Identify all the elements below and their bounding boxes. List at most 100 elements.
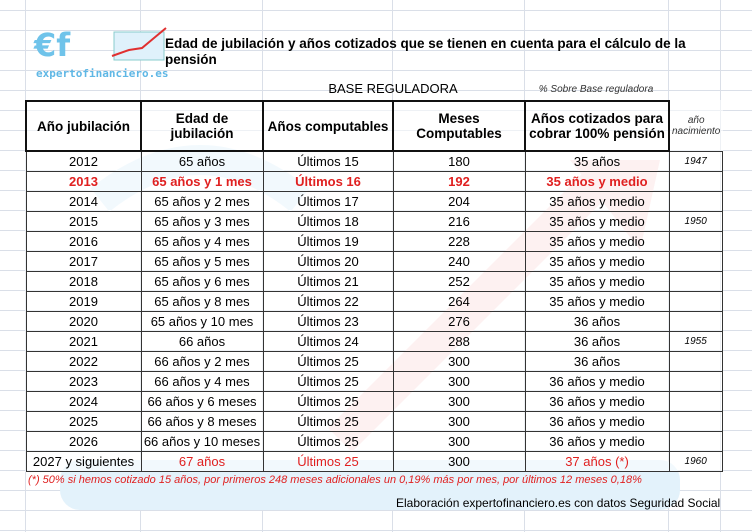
cell-years-contributed: 36 años: [524, 311, 670, 332]
table-row: 2012 65 años Últimos 15 180 35 años 1947: [25, 150, 723, 172]
cell-years-contributed: 35 años y medio: [524, 251, 670, 272]
cell-months-computable: 264: [392, 291, 526, 312]
cell-years-computable: Últimos 25: [262, 451, 394, 472]
header-birth-year: año nacimiento: [667, 101, 723, 151]
cell-year: 2026: [25, 431, 142, 452]
cell-age: 65 años y 6 mes: [140, 271, 264, 292]
table-row: 2023 66 años y 4 mes Últimos 25 300 36 años …: [25, 371, 723, 392]
cell-years-computable: Últimos 15: [262, 150, 394, 172]
cell-birth-year: [668, 391, 723, 412]
cell-years-contributed: 37 años (*): [524, 451, 670, 472]
cell-age: 65 años y 8 mes: [140, 291, 264, 312]
cell-birth-year: 1950: [668, 211, 723, 232]
cell-age: 65 años y 10 mes: [140, 311, 264, 332]
cell-months-computable: 300: [392, 451, 526, 472]
table-row: 2027 y siguientes 67 años Últimos 25 300 37 …: [25, 451, 723, 472]
cell-year: 2023: [25, 371, 142, 392]
cell-birth-year: [668, 171, 723, 192]
cell-year: 2013: [25, 171, 142, 192]
logo-mark: €f: [34, 26, 71, 64]
cell-months-computable: 288: [392, 331, 526, 352]
cell-birth-year: [668, 191, 723, 212]
cell-year: 2012: [25, 150, 142, 172]
cell-birth-year: [668, 351, 723, 372]
cell-months-computable: 204: [392, 191, 526, 212]
cell-years-contributed: 36 años y medio: [524, 431, 670, 452]
cell-months-computable: 252: [392, 271, 526, 292]
header-year: Año jubilación: [25, 100, 142, 152]
cell-years-computable: Últimos 17: [262, 191, 394, 212]
cell-age: 65 años: [140, 150, 264, 172]
cell-years-contributed: 35 años y medio: [524, 191, 670, 212]
logo: €f expertofinanciero.es: [34, 26, 168, 82]
credit: Elaboración expertofinanciero.es con dat…: [396, 496, 721, 510]
cell-age: 67 años: [140, 451, 264, 472]
retirement-table: Año jubilación Edad de jubilación Años c…: [25, 100, 723, 472]
cell-years-computable: Últimos 23: [262, 311, 394, 332]
header-years-contributed: Años cotizados para cobrar 100% pensión: [524, 100, 670, 152]
cell-year: 2017: [25, 251, 142, 272]
table-row: 2016 65 años y 4 mes Últimos 19 228 35 años …: [25, 231, 723, 252]
chart-arrow-icon: [111, 27, 167, 61]
cell-years-contributed: 35 años y medio: [524, 271, 670, 292]
cell-year: 2015: [25, 211, 142, 232]
cell-age: 66 años y 8 meses: [140, 411, 264, 432]
cell-months-computable: 240: [392, 251, 526, 272]
cell-months-computable: 300: [392, 431, 526, 452]
cell-years-computable: Últimos 19: [262, 231, 394, 252]
table-row: 2018 65 años y 6 mes Últimos 21 252 35 años …: [25, 271, 723, 292]
cell-year: 2014: [25, 191, 142, 212]
cell-years-contributed: 36 años y medio: [524, 391, 670, 412]
group-header-base: BASE REGULADORA: [328, 81, 458, 96]
cell-years-contributed: 35 años y medio: [524, 291, 670, 312]
cell-years-computable: Últimos 25: [262, 371, 394, 392]
cell-year: 2027 y siguientes: [25, 451, 142, 472]
cell-age: 65 años y 2 mes: [140, 191, 264, 212]
cell-birth-year: [668, 291, 723, 312]
cell-months-computable: 228: [392, 231, 526, 252]
cell-months-computable: 180: [392, 150, 526, 172]
table-row: 2019 65 años y 8 mes Últimos 22 264 35 años …: [25, 291, 723, 312]
cell-age: 65 años y 3 mes: [140, 211, 264, 232]
cell-years-contributed: 35 años y medio: [524, 211, 670, 232]
cell-birth-year: [668, 431, 723, 452]
cell-years-computable: Últimos 25: [262, 351, 394, 372]
table-row: 2013 65 años y 1 mes Últimos 16 192 35 años …: [25, 171, 723, 192]
cell-years-contributed: 36 años y medio: [524, 371, 670, 392]
table-row: 2025 66 años y 8 meses Últimos 25 300 36 año…: [25, 411, 723, 432]
cell-year: 2025: [25, 411, 142, 432]
cell-years-computable: Últimos 22: [262, 291, 394, 312]
cell-year: 2016: [25, 231, 142, 252]
cell-age: 65 años y 5 mes: [140, 251, 264, 272]
cell-age: 66 años y 2 mes: [140, 351, 264, 372]
cell-year: 2020: [25, 311, 142, 332]
logo-tagline: expertofinanciero.es: [36, 67, 169, 80]
table-row: 2014 65 años y 2 mes Últimos 17 204 35 años …: [25, 191, 723, 212]
cell-age: 66 años y 10 meses: [140, 431, 264, 452]
cell-years-computable: Últimos 21: [262, 271, 394, 292]
cell-birth-year: [668, 371, 723, 392]
group-header-pct: % Sobre Base reguladora: [538, 84, 654, 95]
cell-months-computable: 300: [392, 391, 526, 412]
table-row: 2021 66 años Últimos 24 288 36 años 1955: [25, 331, 723, 352]
cell-year: 2019: [25, 291, 142, 312]
cell-year: 2021: [25, 331, 142, 352]
cell-months-computable: 300: [392, 371, 526, 392]
cell-age: 66 años: [140, 331, 264, 352]
cell-years-computable: Últimos 18: [262, 211, 394, 232]
cell-years-contributed: 36 años: [524, 331, 670, 352]
cell-birth-year: 1960: [668, 451, 723, 472]
cell-years-computable: Últimos 25: [262, 411, 394, 432]
cell-birth-year: [668, 251, 723, 272]
table-row: 2015 65 años y 3 mes Últimos 18 216 35 años …: [25, 211, 723, 232]
cell-age: 66 años y 6 meses: [140, 391, 264, 412]
cell-years-computable: Últimos 25: [262, 431, 394, 452]
table-row: 2024 66 años y 6 meses Últimos 25 300 36 año…: [25, 391, 723, 412]
cell-months-computable: 216: [392, 211, 526, 232]
cell-years-contributed: 36 años: [524, 351, 670, 372]
page-title: Edad de jubilación y años cotizados que …: [165, 36, 686, 67]
table-row: 2026 66 años y 10 meses Últimos 25 300 36 añ…: [25, 431, 723, 452]
cell-years-computable: Últimos 24: [262, 331, 394, 352]
cell-years-computable: Últimos 16: [262, 171, 394, 192]
cell-birth-year: [668, 231, 723, 252]
